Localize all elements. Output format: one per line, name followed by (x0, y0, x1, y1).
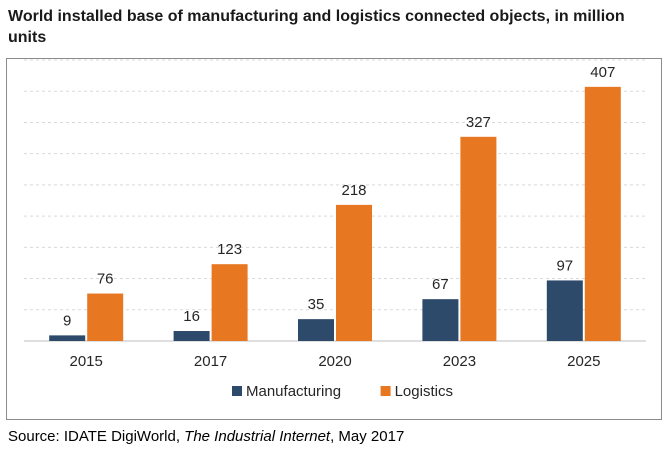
data-label-manufacturing-2023: 67 (432, 276, 449, 293)
data-label-manufacturing-2020: 35 (308, 296, 325, 313)
x-tick-label-2020: 2020 (318, 353, 351, 370)
chart-frame (6, 58, 662, 420)
bar-manufacturing-2025 (546, 280, 583, 341)
data-label-logistics-2017: 123 (217, 241, 242, 258)
bar-manufacturing-2023 (422, 299, 459, 341)
data-label-manufacturing-2017: 16 (183, 308, 200, 325)
source-note: Source: IDATE DigiWorld, The Industrial … (8, 428, 404, 445)
bar-logistics-2015 (87, 293, 124, 341)
bar-logistics-2025 (584, 86, 621, 342)
x-tick-label-2023: 2023 (443, 353, 476, 370)
x-tick-label-2017: 2017 (194, 353, 227, 370)
x-tick-label-2015: 2015 (70, 353, 103, 370)
source-publication: The Industrial Internet (184, 428, 331, 445)
bar-logistics-2017 (211, 264, 248, 341)
legend-swatch-logistics (380, 386, 391, 396)
legend-swatch-manufacturing (232, 386, 242, 396)
source-suffix: , May 2017 (330, 428, 405, 445)
legend-label-logistics: Logistics (395, 383, 453, 400)
data-label-logistics-2015: 76 (97, 271, 114, 288)
source-prefix: Source: IDATE DigiWorld, (8, 428, 185, 445)
data-label-logistics-2025: 407 (590, 64, 615, 81)
x-tick-label-2025: 2025 (567, 353, 600, 370)
bar-manufacturing-2015 (49, 335, 86, 341)
bar-logistics-2023 (460, 136, 497, 341)
data-label-logistics-2020: 218 (341, 182, 366, 199)
data-label-manufacturing-2015: 9 (63, 312, 71, 329)
data-label-logistics-2023: 327 (466, 114, 491, 131)
bar-manufacturing-2020 (298, 319, 334, 341)
bar-logistics-2020 (336, 204, 372, 341)
chart-title: World installed base of manufacturing an… (8, 8, 625, 46)
legend-label-manufacturing: Manufacturing (246, 383, 341, 400)
bar-manufacturing-2017 (173, 331, 210, 341)
data-label-manufacturing-2025: 97 (556, 257, 573, 274)
